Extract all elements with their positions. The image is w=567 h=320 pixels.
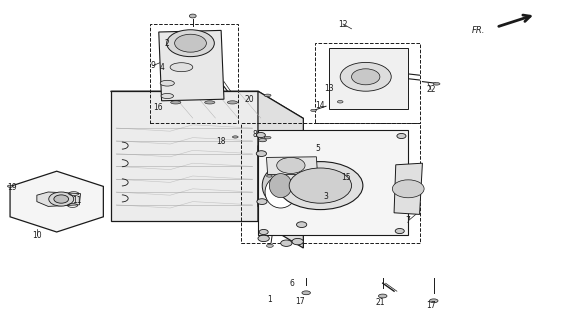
Bar [150, 24, 238, 123]
Ellipse shape [259, 139, 266, 142]
Ellipse shape [337, 100, 343, 103]
Text: 12: 12 [338, 20, 348, 28]
Polygon shape [394, 163, 422, 214]
Ellipse shape [266, 244, 273, 247]
Text: 14: 14 [316, 101, 325, 110]
Ellipse shape [171, 101, 181, 104]
Ellipse shape [227, 101, 238, 104]
Polygon shape [10, 171, 103, 232]
Ellipse shape [7, 185, 13, 188]
Circle shape [175, 34, 206, 52]
Ellipse shape [311, 109, 316, 112]
Ellipse shape [302, 291, 311, 295]
Ellipse shape [232, 136, 238, 138]
Text: 17: 17 [296, 297, 305, 306]
Circle shape [49, 192, 74, 206]
Ellipse shape [269, 173, 292, 198]
Circle shape [167, 30, 214, 57]
Ellipse shape [433, 83, 440, 85]
Polygon shape [159, 30, 224, 101]
Circle shape [289, 168, 352, 203]
Ellipse shape [265, 176, 296, 208]
Circle shape [54, 195, 69, 203]
Polygon shape [37, 192, 81, 206]
Ellipse shape [160, 80, 175, 86]
Text: 15: 15 [341, 173, 350, 182]
Text: 22: 22 [426, 85, 435, 94]
Ellipse shape [161, 93, 174, 99]
Text: 5: 5 [315, 144, 320, 153]
Polygon shape [329, 48, 408, 109]
Ellipse shape [262, 166, 299, 205]
Text: 6: 6 [290, 279, 294, 288]
Circle shape [259, 229, 268, 235]
Text: 1: 1 [267, 295, 272, 304]
Ellipse shape [205, 101, 215, 104]
Circle shape [256, 132, 265, 138]
Text: 21: 21 [375, 298, 384, 307]
Circle shape [281, 240, 292, 246]
Text: FR.: FR. [471, 26, 485, 35]
Circle shape [278, 162, 363, 210]
Circle shape [352, 69, 380, 85]
Circle shape [397, 133, 406, 139]
Polygon shape [258, 91, 303, 248]
Text: 8: 8 [253, 130, 257, 139]
Circle shape [392, 180, 424, 198]
Ellipse shape [266, 175, 272, 177]
Text: 18: 18 [217, 137, 226, 146]
Bar [315, 43, 420, 123]
Bar [241, 123, 420, 243]
Ellipse shape [189, 14, 196, 18]
Polygon shape [111, 91, 303, 118]
Text: 11: 11 [72, 196, 81, 204]
Circle shape [258, 235, 269, 242]
Text: 13: 13 [324, 84, 333, 92]
Text: 19: 19 [8, 183, 17, 192]
Text: 20: 20 [245, 95, 254, 104]
Polygon shape [258, 146, 309, 230]
Ellipse shape [264, 136, 271, 139]
Text: 16: 16 [153, 103, 162, 112]
Circle shape [300, 175, 310, 180]
Ellipse shape [170, 63, 193, 72]
Text: 17: 17 [426, 301, 435, 310]
Polygon shape [258, 130, 408, 235]
Polygon shape [266, 157, 318, 174]
Ellipse shape [430, 299, 438, 303]
Circle shape [340, 62, 391, 91]
Polygon shape [111, 91, 258, 221]
Ellipse shape [379, 294, 387, 298]
Text: 2: 2 [165, 39, 170, 48]
Circle shape [256, 151, 266, 156]
Circle shape [257, 199, 267, 204]
Circle shape [395, 228, 404, 234]
Circle shape [277, 157, 305, 173]
Circle shape [297, 222, 307, 228]
Text: 10: 10 [32, 231, 41, 240]
Text: 4: 4 [159, 63, 164, 72]
Text: 7: 7 [406, 216, 411, 225]
Text: 9: 9 [151, 61, 155, 70]
Ellipse shape [264, 94, 271, 97]
Text: 3: 3 [324, 192, 328, 201]
Circle shape [292, 238, 303, 245]
